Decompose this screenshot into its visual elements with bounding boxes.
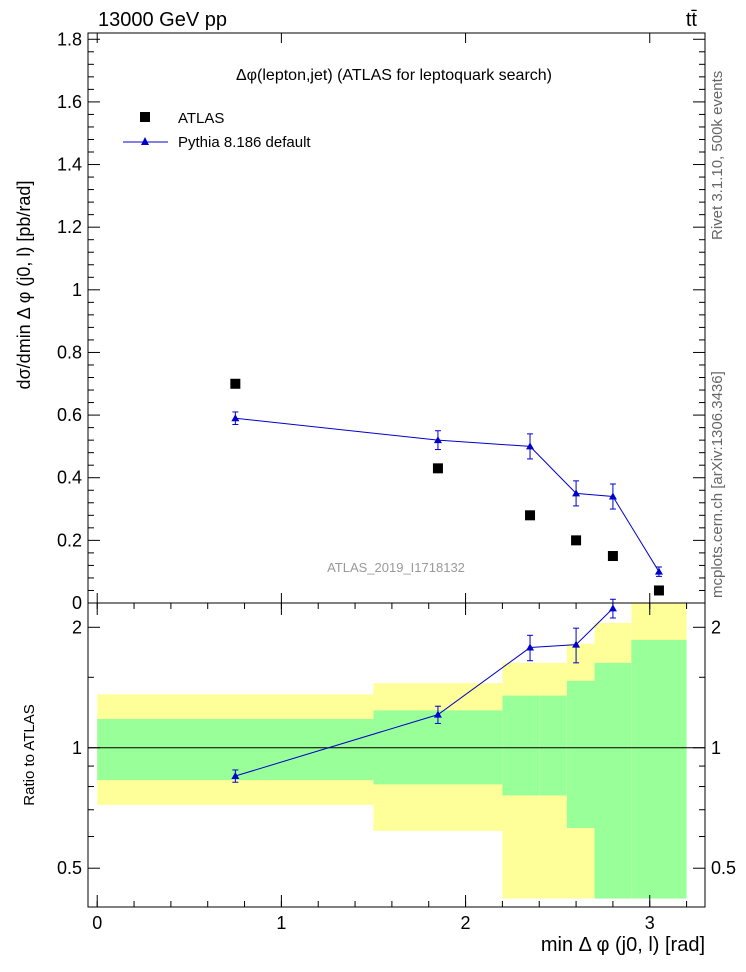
ratio-y-tick-label-right: 0.5 [711, 858, 736, 878]
y-tick-label: 1.4 [57, 155, 82, 175]
ratio-point [433, 710, 442, 718]
rivet-label: Rivet 3.1.10, 500k events [709, 71, 726, 240]
uncertainty-band-green [566, 680, 595, 829]
ratio-y-tick-label: 0.5 [57, 858, 82, 878]
y-tick-label: 0.6 [57, 405, 82, 425]
pythia-point [654, 567, 663, 575]
legend: ATLAS Pythia 8.186 default [123, 110, 311, 151]
ratio-plot-frame [87, 602, 706, 908]
y-tick-label: 1.2 [57, 217, 82, 237]
pythia-point [433, 436, 442, 444]
main-plot-panel: 0 0.2 0.4 0.6 0.8 1 1.2 1.4 1.6 1.8 Δφ(lepton,jet… [14, 29, 706, 613]
ratio-y-axis-label: Ratio to ATLAS [21, 704, 38, 805]
atlas-point [525, 510, 536, 521]
x-axis-label: min Δ φ (j0, l) [rad] [541, 934, 705, 956]
legend-pythia-marker [141, 137, 149, 145]
pythia-line [235, 417, 660, 572]
ratio-y-tick-label-right: 2 [711, 617, 721, 637]
ratio-point [231, 771, 240, 779]
watermark: ATLAS_2019_I1718132 [327, 560, 465, 575]
y-tick-label: 1.8 [57, 29, 82, 49]
atlas-point [653, 585, 664, 596]
x-tick-label: 2 [461, 913, 471, 933]
legend-atlas-marker [140, 112, 150, 122]
pythia-point [608, 492, 617, 500]
uncertainty-band-green [539, 695, 567, 796]
main-plot-title: Δφ(lepton,jet) (ATLAS for leptoquark sea… [236, 67, 552, 84]
legend-pythia-label: Pythia 8.186 default [178, 134, 311, 151]
uncertainty-band-green [631, 639, 687, 899]
y-tick-label: 0 [72, 593, 82, 613]
ratio-y-tick-label-right: 1 [711, 738, 721, 758]
uncertainty-band-green [594, 662, 632, 899]
pythia-point [572, 489, 581, 497]
atlas-point [230, 378, 241, 389]
y-tick-label: 1 [72, 280, 82, 300]
y-tick-label: 0.8 [57, 342, 82, 362]
pythia-point [526, 442, 535, 450]
x-tick-label: 1 [276, 913, 286, 933]
ratio-y-tick-label: 1 [72, 738, 82, 758]
ratio-y-tick-label: 2 [72, 617, 82, 637]
atlas-point [607, 551, 618, 562]
mcplots-label: mcplots.cern.ch [arXiv:1306.3436] [709, 371, 726, 598]
legend-atlas-label: ATLAS [178, 110, 224, 127]
uncertainty-band-green [502, 695, 540, 796]
energy-label: 13000 GeV pp [98, 9, 227, 31]
x-tick-label: 3 [645, 913, 655, 933]
main-y-axis-label: dσ/dmin Δ φ (j0, l) [pb/rad] [14, 181, 34, 390]
ratio-point [526, 643, 535, 651]
ratio-plot-panel: 0.5 0.5 1 1 2 2 0 1 2 3 Ratio to ATLAS min Δ φ (j… [21, 598, 736, 956]
y-tick-label: 1.6 [57, 92, 82, 112]
ratio-point [608, 604, 617, 612]
y-tick-label: 0.2 [57, 530, 82, 550]
atlas-point [432, 463, 443, 474]
atlas-point [571, 535, 582, 546]
pythia-point [231, 414, 240, 422]
y-tick-label: 0.4 [57, 468, 82, 488]
x-tick-label: 0 [92, 913, 102, 933]
ratio-point [572, 640, 581, 648]
process-label: tt̄ [686, 9, 698, 31]
